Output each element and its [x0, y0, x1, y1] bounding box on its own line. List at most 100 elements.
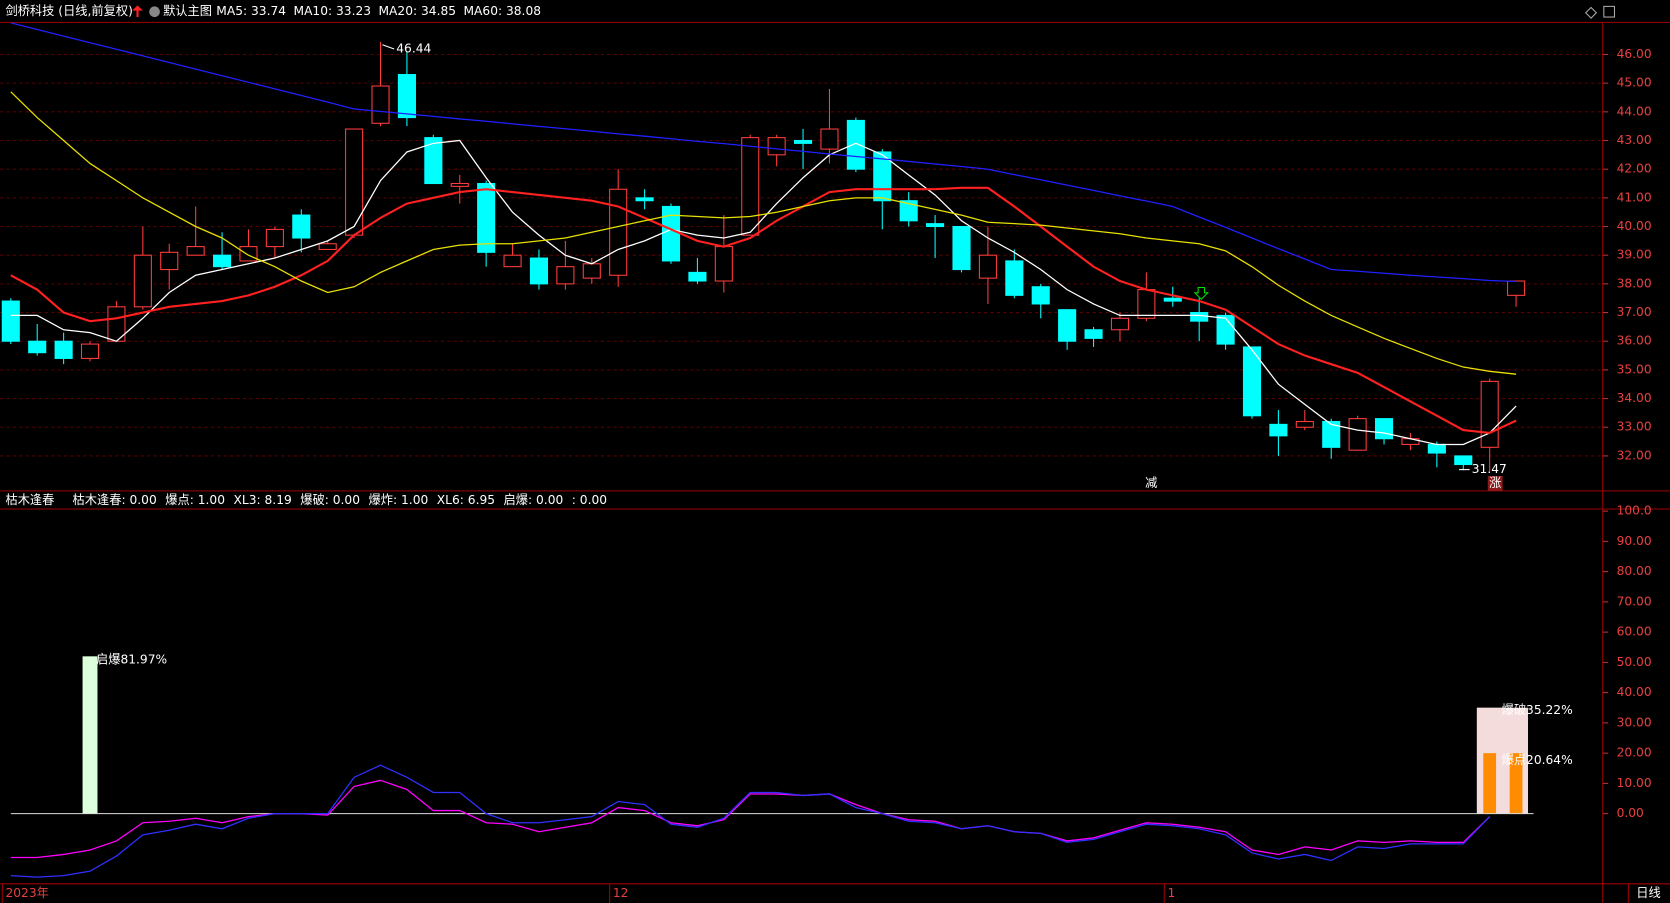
y-tick-label: 30.00 [1617, 715, 1652, 729]
bar [82, 656, 98, 814]
candle-body [371, 85, 390, 124]
candle-body [899, 200, 918, 222]
icon[interactable] [149, 6, 160, 18]
candle-body [846, 119, 865, 170]
candle-body [80, 343, 100, 359]
candle-body [1242, 346, 1262, 417]
annotation: 涨 [1489, 475, 1501, 490]
candle-body [1084, 329, 1103, 339]
marker-box [1487, 475, 1503, 491]
candle-body [1507, 280, 1526, 296]
line-series [10, 764, 1491, 878]
annotation: 减 [1145, 476, 1157, 490]
legend-entry: 爆炸: 1.00 [369, 493, 429, 507]
icon[interactable] [1584, 6, 1598, 19]
y-tick-label: 100.0 [1617, 504, 1652, 518]
y-tick-label: 32.00 [1617, 448, 1652, 462]
candle-body [1374, 418, 1394, 440]
candle-body [1058, 309, 1077, 342]
line-series [10, 779, 1491, 859]
arrow-marker [1193, 286, 1209, 300]
y-tick-label: 37.00 [1617, 305, 1652, 319]
candle-body [239, 246, 258, 262]
candle-body [450, 182, 469, 187]
candle-body [635, 197, 654, 202]
y-tick-label: 45.00 [1617, 76, 1652, 90]
candle-body [133, 254, 152, 308]
icon[interactable] [1603, 5, 1616, 18]
y-tick-label: 40.00 [1617, 219, 1652, 233]
candle-body [820, 128, 839, 150]
candle-body [160, 251, 179, 271]
candle-body [54, 340, 73, 359]
legend-entry: 爆破: 0.00 [300, 492, 360, 507]
y-tick-label: 90.00 [1617, 534, 1652, 548]
candle-body [741, 137, 760, 236]
icon [132, 5, 143, 18]
annotation: 31.47 [1472, 462, 1507, 476]
line-series [10, 22, 1517, 283]
bar [1483, 753, 1497, 814]
legend-entry: 爆点: 1.00 [165, 493, 225, 507]
candle-body [424, 137, 443, 185]
y-tick-label: 42.00 [1617, 162, 1652, 176]
legend-entry: XL3: 8.19 [234, 493, 292, 507]
x-tick-label: 1 [1167, 886, 1175, 900]
candle-body [978, 254, 997, 279]
candle-body [213, 254, 232, 268]
annotation: 启爆81.97% [96, 653, 167, 667]
candle-body [28, 340, 47, 354]
annotation: 爆破35.22% [1502, 702, 1573, 717]
candle-body [1454, 455, 1473, 466]
candle-body [265, 228, 284, 248]
candle-body [345, 128, 364, 236]
candle-body [1, 300, 20, 342]
candle-body [477, 182, 496, 253]
x-tick-label: 2023年 [5, 886, 48, 900]
candle-body [582, 263, 601, 279]
legend-entry: 启爆: 0.00 [504, 493, 564, 507]
candle-body [1427, 443, 1446, 454]
annotation: 46.44 [396, 41, 431, 55]
candle-body [1348, 418, 1367, 451]
y-tick-label: 40.00 [1617, 685, 1652, 699]
line-series [10, 91, 1517, 375]
candle-body [318, 243, 337, 250]
y-tick-label: 39.00 [1617, 248, 1652, 262]
y-tick-label: 50.00 [1617, 655, 1652, 669]
legend-entry: MA60: 38.08 [463, 4, 541, 18]
candle-body [503, 254, 522, 268]
chart-title: 剑桥科技 (日线,前复权) [5, 3, 132, 18]
y-tick-label: 43.00 [1617, 133, 1652, 147]
y-tick-label: 20.00 [1617, 746, 1652, 760]
candle-body [794, 139, 813, 144]
annotation-pointer [382, 44, 395, 50]
candle-body [292, 214, 311, 239]
legend-entry: MA5: 33.74 [216, 4, 286, 18]
candle-body [714, 246, 733, 282]
candle-body [1005, 260, 1024, 296]
y-tick-label: 35.00 [1617, 362, 1652, 376]
legend-entry: MA20: 34.85 [379, 4, 457, 18]
candle-body [609, 188, 628, 276]
y-tick-label: 41.00 [1617, 190, 1652, 204]
y-tick-label: 46.00 [1617, 47, 1652, 61]
x-tick-label: 12 [613, 886, 629, 900]
annotation: 爆点20.64% [1502, 753, 1573, 767]
y-tick-label: 0.00 [1617, 806, 1644, 820]
candle-body [1480, 380, 1499, 448]
candle-body [1137, 289, 1156, 319]
candle-body [1216, 314, 1235, 345]
candle-body [1110, 317, 1130, 331]
y-tick-label: 60.00 [1617, 625, 1652, 639]
candle-body [529, 257, 549, 285]
y-tick-label: 33.00 [1617, 420, 1652, 434]
candle-body [556, 266, 575, 285]
legend-entry: : 0.00 [572, 493, 607, 507]
legend-entry: 枯木逢春: 0.00 [73, 492, 157, 507]
candle-body [1295, 420, 1314, 428]
candle-body [1190, 312, 1209, 322]
y-tick-label: 36.00 [1617, 334, 1652, 348]
